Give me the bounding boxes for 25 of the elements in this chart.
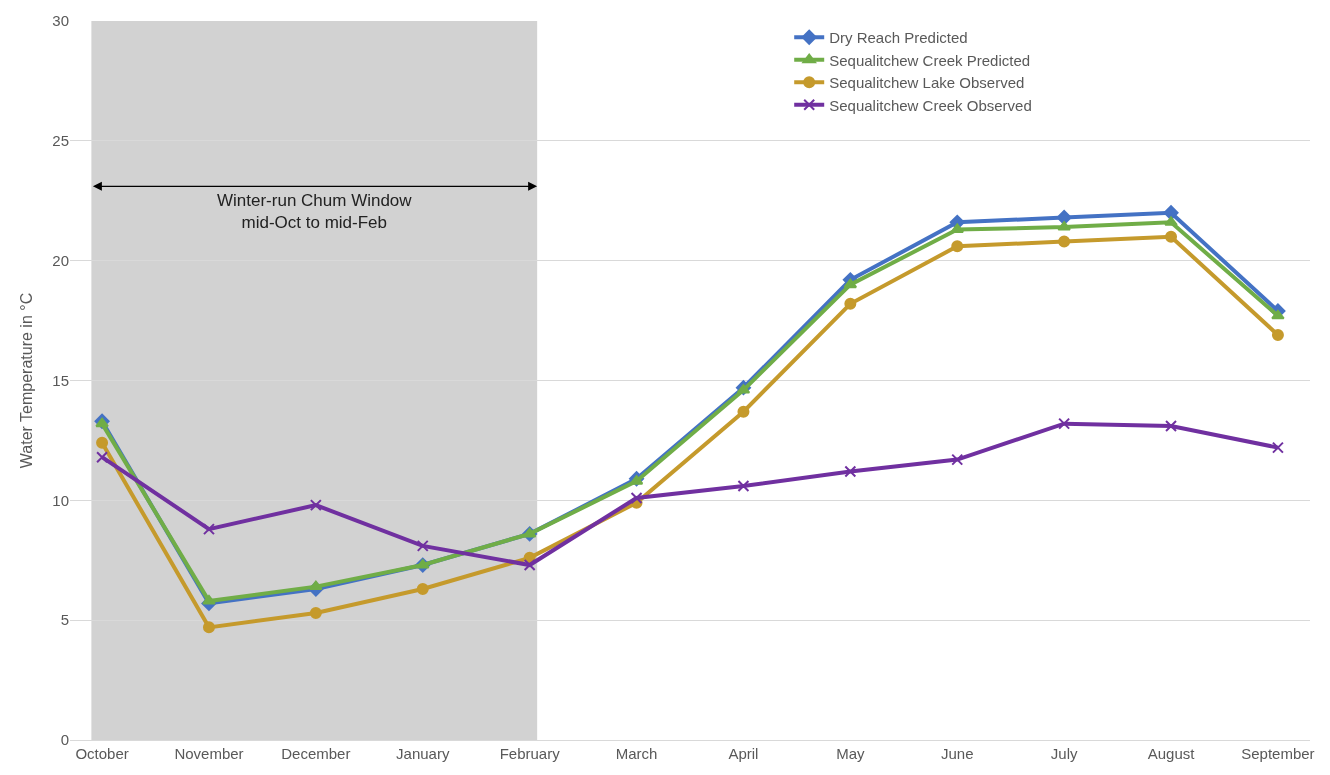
legend-label: Sequalitchew Lake Observed xyxy=(829,74,1025,92)
y-tick-label: 25 xyxy=(52,132,69,150)
legend-label: Sequalitchew Creek Predicted xyxy=(829,51,1031,69)
x-tick-label: October xyxy=(75,745,129,762)
x-tick-label: August xyxy=(1147,745,1196,762)
y-tick-label: 30 xyxy=(52,12,69,30)
x-tick-label: January xyxy=(396,745,450,762)
y-tick-label: 5 xyxy=(60,611,69,629)
y-tick-label: 15 xyxy=(52,371,69,389)
x-tick-label: December xyxy=(281,745,351,762)
x-tick-label: September xyxy=(1241,745,1315,762)
x-tick-label: June xyxy=(940,745,974,762)
y-tick-label: 20 xyxy=(52,251,69,269)
x-tick-label: November xyxy=(174,745,244,762)
x-tick-label: February xyxy=(499,745,561,762)
legend-label: Dry Reach Predicted xyxy=(829,29,968,47)
x-tick-label: July xyxy=(1050,745,1078,762)
band-label: Winter-run Chum Window mid-Oct to mid-Feb xyxy=(217,191,413,233)
x-tick-label: April xyxy=(728,745,759,762)
x-tick-label: May xyxy=(836,745,866,762)
y-tick-label: 10 xyxy=(52,491,69,509)
x-tick-label: March xyxy=(615,745,658,762)
y-tick-label: 0 xyxy=(60,731,69,749)
legend-label: Sequalitchew Creek Observed xyxy=(829,96,1032,114)
y-axis-title: Water Temperature in °C xyxy=(18,292,36,469)
